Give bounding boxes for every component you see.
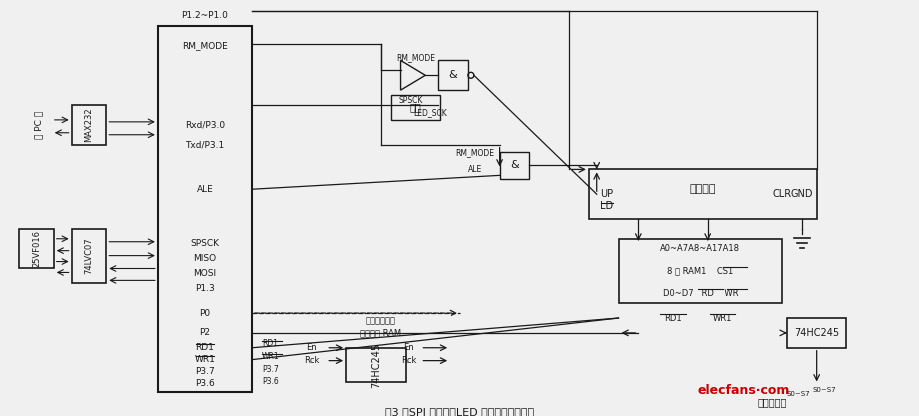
Text: 8 位 RAM1    CS1: 8 位 RAM1 CS1 [667, 267, 733, 275]
Text: D0~D7   RD    WR: D0~D7 RD WR [663, 289, 738, 298]
Text: MAX232: MAX232 [85, 107, 94, 142]
Text: Rck: Rck [303, 356, 319, 365]
Bar [787, 318, 846, 348]
Bar [589, 169, 817, 219]
Text: WR1: WR1 [713, 314, 732, 322]
Text: 计数器组: 计数器组 [689, 184, 716, 194]
Text: A0~A7A8~A17A18: A0~A7A8~A17A18 [660, 244, 740, 253]
Text: SPSCK: SPSCK [398, 96, 423, 104]
Text: Rck: Rck [401, 356, 416, 365]
Text: elecfans·com: elecfans·com [698, 384, 790, 397]
Text: &: & [448, 70, 458, 80]
Text: P1.2~P1.0: P1.2~P1.0 [181, 11, 228, 20]
Text: Rxd/P3.0: Rxd/P3.0 [185, 120, 225, 129]
Text: UP: UP [600, 189, 613, 199]
Text: 图3 　SPI 模式下的LED 大屏幕控制电路图: 图3 SPI 模式下的LED 大屏幕控制电路图 [385, 407, 535, 416]
Text: En: En [306, 343, 317, 352]
Bar [391, 95, 440, 120]
Text: 74HC245: 74HC245 [370, 342, 380, 388]
Bar [346, 348, 405, 382]
Text: WR1: WR1 [262, 352, 279, 361]
Text: RM_MODE: RM_MODE [455, 148, 494, 157]
Text: 至 PC 机: 至 PC 机 [34, 111, 43, 139]
Text: ALE: ALE [468, 165, 482, 174]
Text: 电子发烧友: 电子发烧友 [757, 397, 787, 407]
Text: LED_SCK: LED_SCK [414, 109, 448, 117]
Bar [72, 105, 107, 145]
Text: MOSI: MOSI [193, 269, 217, 278]
Text: RD1: RD1 [262, 339, 278, 348]
Text: Txd/P3.1: Txd/P3.1 [186, 140, 224, 149]
Text: P1.3: P1.3 [195, 284, 215, 293]
Text: MISO: MISO [193, 254, 217, 263]
Bar [618, 239, 782, 303]
Text: GND: GND [790, 189, 813, 199]
Text: P3.6: P3.6 [195, 379, 215, 388]
Bar [158, 26, 252, 392]
Text: RM_MODE: RM_MODE [396, 53, 435, 62]
Text: P0: P0 [199, 309, 210, 317]
Text: 至其他与计数: 至其他与计数 [366, 317, 396, 325]
Text: LD: LD [600, 201, 613, 211]
Text: RD1: RD1 [196, 343, 214, 352]
Text: En: En [403, 343, 414, 352]
Text: RM_MODE: RM_MODE [182, 41, 228, 50]
Text: CLR: CLR [773, 189, 791, 199]
Text: P3.7: P3.7 [262, 365, 278, 374]
Text: P2: P2 [199, 328, 210, 337]
Text: RD1: RD1 [664, 314, 682, 322]
Bar [500, 151, 529, 179]
Text: WR1: WR1 [195, 355, 215, 364]
Bar [72, 229, 107, 283]
Text: SPSCK: SPSCK [190, 239, 220, 248]
Text: ALE: ALE [197, 185, 213, 194]
Text: 器连接的 RAM: 器连接的 RAM [360, 328, 402, 337]
Text: S0~S7: S0~S7 [787, 391, 811, 397]
Text: P3.6: P3.6 [262, 377, 278, 386]
Text: P3.7: P3.7 [195, 367, 215, 376]
Text: 74HC245: 74HC245 [794, 328, 839, 338]
Text: 延时: 延时 [410, 102, 421, 112]
Text: &: & [510, 161, 519, 171]
Bar [438, 60, 468, 90]
Bar [19, 229, 54, 268]
Text: S0~S7: S0~S7 [812, 387, 836, 394]
Text: 25VF016: 25VF016 [32, 230, 41, 267]
Text: 74LVC07: 74LVC07 [85, 238, 94, 275]
